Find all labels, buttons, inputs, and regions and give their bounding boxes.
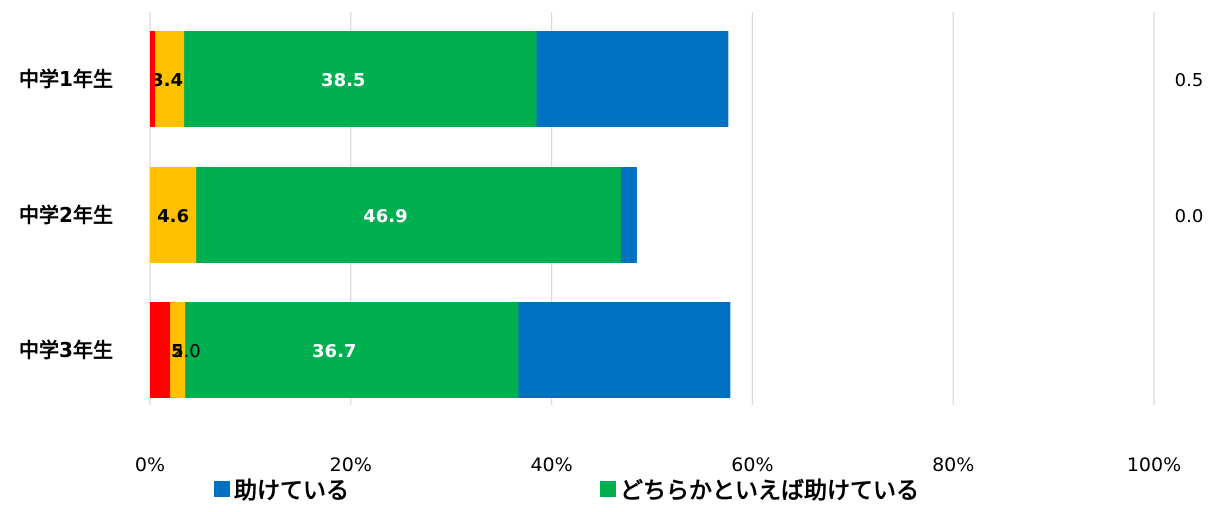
- bar-segment: [150, 31, 537, 127]
- data-label: 46.9: [363, 206, 407, 227]
- x-tick-label: 40%: [530, 454, 572, 476]
- bar-segment: [150, 302, 171, 398]
- data-label: 0.5: [1175, 70, 1204, 91]
- bar-segment: [150, 31, 185, 127]
- legend-label: どちらかといえば助けている: [620, 477, 919, 504]
- x-tick-label: 60%: [731, 454, 773, 476]
- bar-segment: [150, 302, 519, 398]
- x-tick-label: 20%: [330, 454, 372, 476]
- x-axis-tick-labels: 0% 20% 40% 60% 80% 100%: [135, 454, 1181, 476]
- data-label: 3.4: [151, 70, 183, 91]
- bar-segment: [150, 167, 621, 263]
- bars: 57.638.53.40.548.546.94.60.057.836.73.52…: [150, 31, 1203, 398]
- x-tick-label: 0%: [135, 454, 165, 476]
- category-label: 中学1年生: [19, 67, 113, 91]
- data-label: 0.0: [1175, 206, 1204, 227]
- category-label: 中学2年生: [19, 203, 113, 227]
- legend-label: 助けている: [234, 477, 349, 504]
- bar-segment: [150, 31, 156, 127]
- category-label: 中学3年生: [19, 338, 113, 362]
- data-label: 38.5: [321, 70, 365, 91]
- legend-swatch: [600, 481, 616, 497]
- data-label: 36.7: [312, 341, 356, 362]
- bar-segment: [150, 167, 197, 263]
- legend: 助けている どちらかといえば助けている: [214, 477, 919, 504]
- x-tick-label: 80%: [932, 454, 974, 476]
- x-tick-label: 100%: [1127, 454, 1181, 476]
- data-label: 2.0: [172, 341, 201, 362]
- legend-swatch: [214, 481, 230, 497]
- data-label: 4.6: [157, 206, 189, 227]
